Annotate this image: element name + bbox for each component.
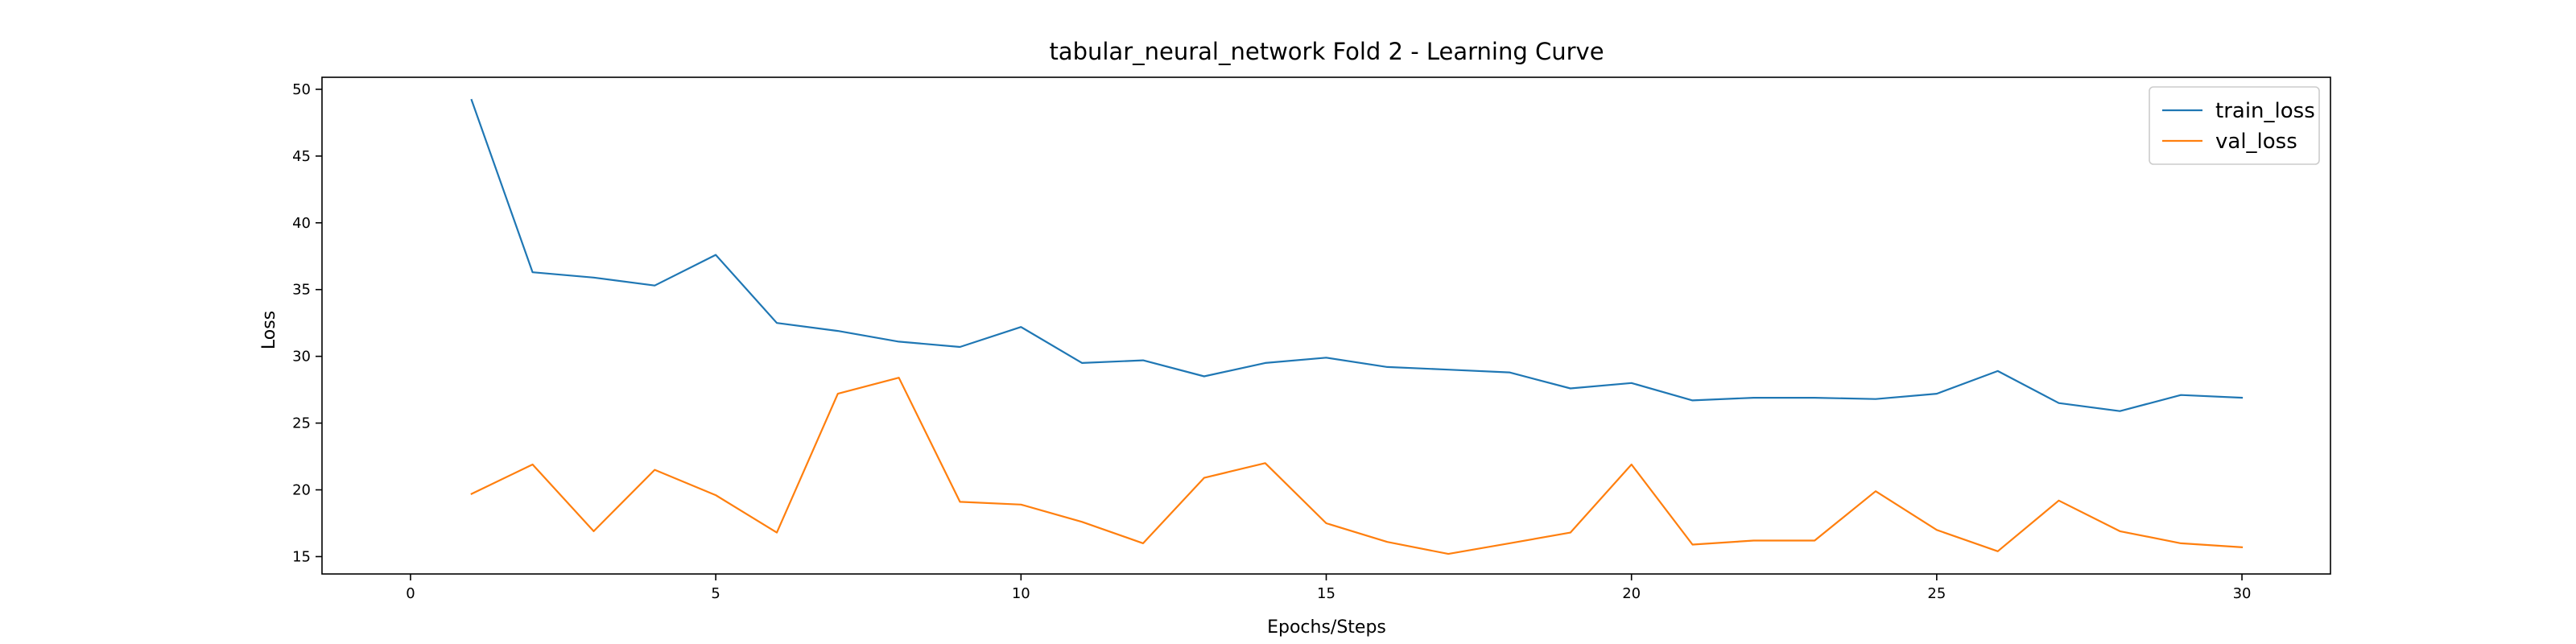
x-tick-label: 30 bbox=[2233, 585, 2252, 602]
y-tick-label: 40 bbox=[292, 215, 311, 232]
x-tick-label: 10 bbox=[1012, 585, 1030, 602]
x-tick-label: 15 bbox=[1317, 585, 1335, 602]
series-line-val-loss bbox=[470, 377, 2244, 555]
y-axis-label: Loss bbox=[259, 311, 279, 349]
plot-frame bbox=[321, 76, 2331, 575]
x-axis: 0 5 10 15 20 25 30 bbox=[406, 574, 2251, 602]
y-tick-label: 35 bbox=[292, 282, 311, 299]
y-tick-label: 20 bbox=[292, 482, 311, 499]
legend-label: train_loss bbox=[2215, 99, 2315, 123]
x-tick-label: 5 bbox=[711, 585, 720, 602]
y-tick-label: 45 bbox=[292, 148, 311, 165]
y-axis: 15 20 25 30 35 40 45 50 bbox=[292, 81, 322, 565]
x-tick-label: 0 bbox=[406, 585, 415, 602]
series-line-train-loss bbox=[470, 98, 2244, 412]
x-tick-label: 20 bbox=[1622, 585, 1641, 602]
chart-title: tabular_neural_network Fold 2 - Learning… bbox=[1049, 38, 1604, 65]
y-tick-label: 15 bbox=[292, 548, 311, 565]
legend: train_loss val_loss bbox=[2149, 86, 2320, 165]
y-tick-label: 30 bbox=[292, 349, 311, 365]
y-tick-label: 50 bbox=[292, 81, 311, 98]
x-tick-label: 25 bbox=[1927, 585, 1946, 602]
series-layer bbox=[470, 98, 2244, 555]
x-axis-label: Epochs/Steps bbox=[1267, 617, 1386, 638]
legend-box bbox=[2149, 86, 2320, 165]
legend-label: val_loss bbox=[2215, 130, 2297, 154]
y-tick-label: 25 bbox=[292, 415, 311, 432]
